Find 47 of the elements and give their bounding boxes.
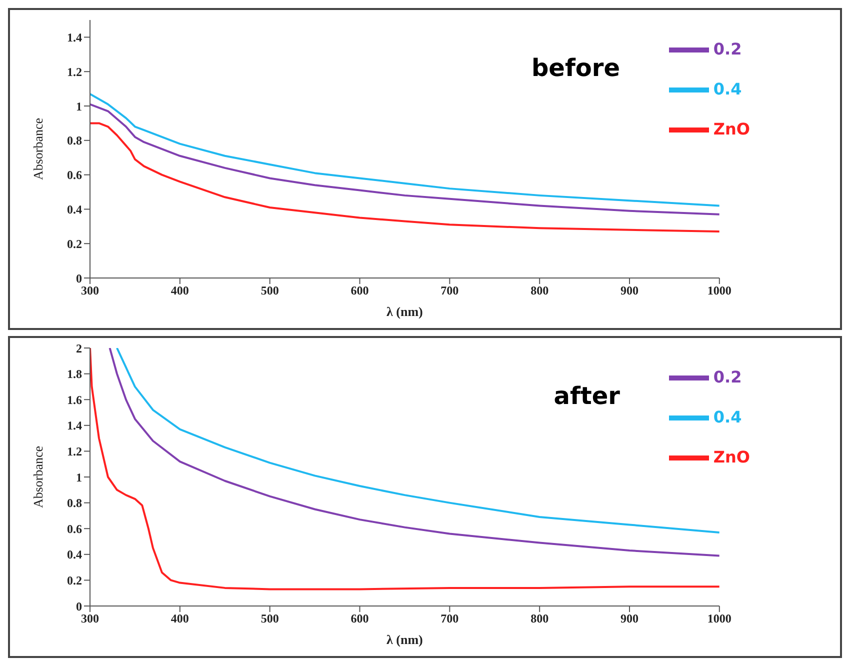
annotation: after: [554, 382, 620, 410]
x-tick-label: 700: [440, 612, 459, 626]
y-tick-label: 0.4: [67, 202, 82, 216]
y-tick-label: 0: [76, 271, 82, 286]
y-axis-title: Absorbance: [30, 118, 46, 180]
y-axis-title: Absorbance: [30, 446, 46, 508]
legend-label: ZnO: [713, 447, 750, 466]
legend-label: 0.4: [713, 407, 742, 426]
y-tick-label: 1.4: [67, 30, 82, 44]
x-tick-label: 1000: [707, 284, 732, 298]
y-tick-label: 0: [76, 599, 82, 614]
x-tick-label: 800: [530, 284, 549, 298]
y-tick-label: 1.2: [67, 64, 82, 79]
x-tick-label: 500: [260, 284, 279, 298]
x-tick-label: 800: [530, 612, 549, 626]
y-tick-label: 1.2: [67, 444, 82, 458]
y-tick-label: 0.8: [67, 134, 82, 148]
y-tick-label: 1: [76, 99, 82, 114]
x-tick-label: 900: [620, 284, 638, 298]
y-tick-label: 0.6: [67, 522, 82, 536]
legend-label: ZnO: [713, 119, 750, 138]
x-tick-label: 500: [260, 612, 279, 626]
x-tick-label: 700: [440, 284, 459, 298]
x-tick-label: 600: [350, 612, 369, 626]
legend-label: 0.4: [713, 79, 742, 98]
x-tick-label: 1000: [707, 612, 732, 626]
x-tick-label: 600: [350, 284, 369, 298]
y-tick-label: 0.4: [67, 548, 82, 562]
x-axis-title: λ (nm): [386, 632, 423, 647]
x-tick-label: 900: [620, 612, 638, 626]
legend-label: 0.2: [713, 39, 742, 58]
y-tick-label: 0.6: [67, 168, 82, 182]
y-tick-label: 0.2: [67, 236, 82, 251]
x-tick-label: 300: [81, 284, 99, 298]
annotation: before: [532, 54, 620, 82]
x-tick-label: 400: [170, 284, 189, 298]
y-tick-label: 1.6: [67, 392, 82, 407]
y-tick-label: 0.2: [67, 573, 82, 588]
y-tick-label: 0.8: [67, 496, 82, 510]
x-axis-title: λ (nm): [386, 304, 423, 319]
y-tick-label: 1.8: [67, 367, 82, 382]
y-tick-label: 1: [76, 470, 82, 484]
y-tick-label: 2: [76, 341, 82, 356]
x-tick-label: 400: [170, 612, 189, 626]
legend-label: 0.2: [713, 367, 742, 386]
y-tick-label: 1.4: [67, 418, 82, 433]
x-tick-label: 300: [81, 612, 99, 626]
